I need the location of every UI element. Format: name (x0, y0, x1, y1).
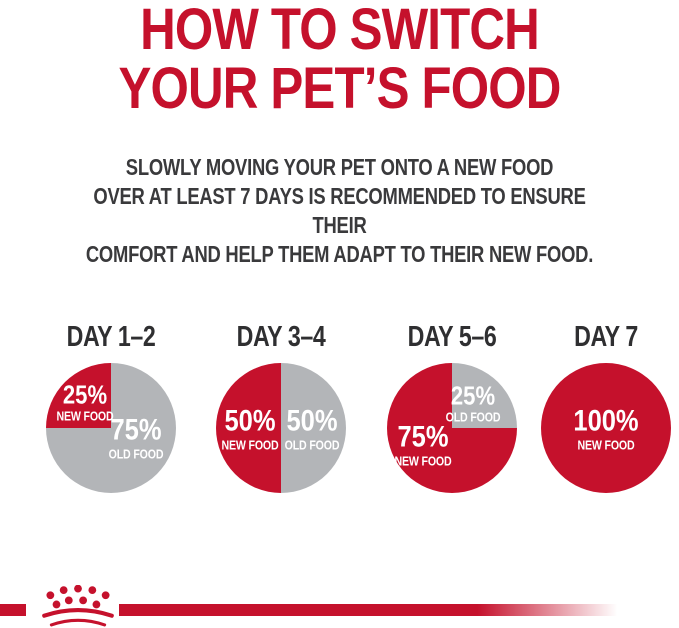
new-food-text: NEW FOOD (56, 409, 114, 424)
new-food-percent: 25% (62, 379, 108, 410)
day-3-4-heading: DAY 3–4 (236, 321, 326, 353)
new-food-percent: 75% (397, 420, 449, 454)
day-5-6-heading: DAY 5–6 (407, 321, 497, 353)
footer-rule-right (119, 604, 679, 616)
pie-chart-day-7: 100% NEW FOOD (541, 363, 671, 493)
old-food-percent: 25% (450, 380, 495, 411)
subtitle-line-1: SLOWLY MOVING YOUR PET ONTO A NEW FOOD (125, 154, 554, 180)
day-1-2-heading: DAY 1–2 (66, 321, 156, 353)
new-food-percent: 50% (224, 404, 276, 438)
old-food-percent: 75% (110, 413, 162, 447)
old-food-slice-label: 75% OLD FOOD (104, 413, 168, 462)
new-food-percent: 100% (573, 404, 639, 438)
new-food-slice-label: 100% NEW FOOD (568, 404, 645, 453)
subtitle-line-3: COMFORT AND HELP THEM ADAPT TO THEIR NEW… (85, 241, 594, 267)
day-3-4-column: DAY 3–4 50% NEW FOOD 50% OLD FOOD (196, 322, 366, 493)
new-food-slice-label: 25% NEW FOOD (51, 381, 118, 423)
pie-chart-day-3-4: 50% NEW FOOD 50% OLD FOOD (216, 363, 346, 493)
title-line-2: YOUR PET’S FOOD (118, 56, 562, 121)
old-food-slice-label: 25% OLD FOOD (441, 383, 505, 425)
subtitle: SLOWLY MOVING YOUR PET ONTO A NEW FOOD O… (0, 153, 679, 269)
day-7-heading: DAY 7 (574, 321, 638, 353)
old-food-slice-label: 50% OLD FOOD (280, 404, 344, 453)
day-1-2-column: DAY 1–2 25% NEW FOOD 75% OLD FOOD (26, 322, 196, 493)
old-food-text: OLD FOOD (284, 438, 340, 453)
old-food-text: OLD FOOD (445, 410, 501, 425)
day-7-column: DAY 7 100% NEW FOOD (521, 322, 679, 493)
new-food-text: NEW FOOD (221, 438, 279, 453)
pie-chart-day-5-6: 25% OLD FOOD 75% NEW FOOD (387, 363, 517, 493)
old-food-text: OLD FOOD (108, 447, 164, 462)
old-food-percent: 50% (286, 404, 338, 438)
new-food-slice-label: 50% NEW FOOD (216, 404, 283, 453)
new-food-text: NEW FOOD (577, 438, 635, 453)
page-title: HOW TO SWITCH YOUR PET’S FOOD (0, 0, 679, 118)
new-food-slice-label: 75% NEW FOOD (390, 422, 457, 468)
subtitle-line-2: OVER AT LEAST 7 DAYS IS RECOMMENDED TO E… (93, 183, 586, 238)
royal-canin-crown-logo-icon (40, 585, 116, 628)
day-5-6-column: DAY 5–6 25% OLD FOOD 75% NEW FOOD (367, 322, 537, 493)
footer-rule-left (0, 604, 26, 616)
title-line-1: HOW TO SWITCH (140, 0, 540, 62)
new-food-text: NEW FOOD (394, 454, 452, 469)
pie-chart-row: DAY 1–2 25% NEW FOOD 75% OLD FOOD DAY 3–… (0, 322, 679, 507)
pie-chart-day-1-2: 25% NEW FOOD 75% OLD FOOD (46, 363, 176, 493)
